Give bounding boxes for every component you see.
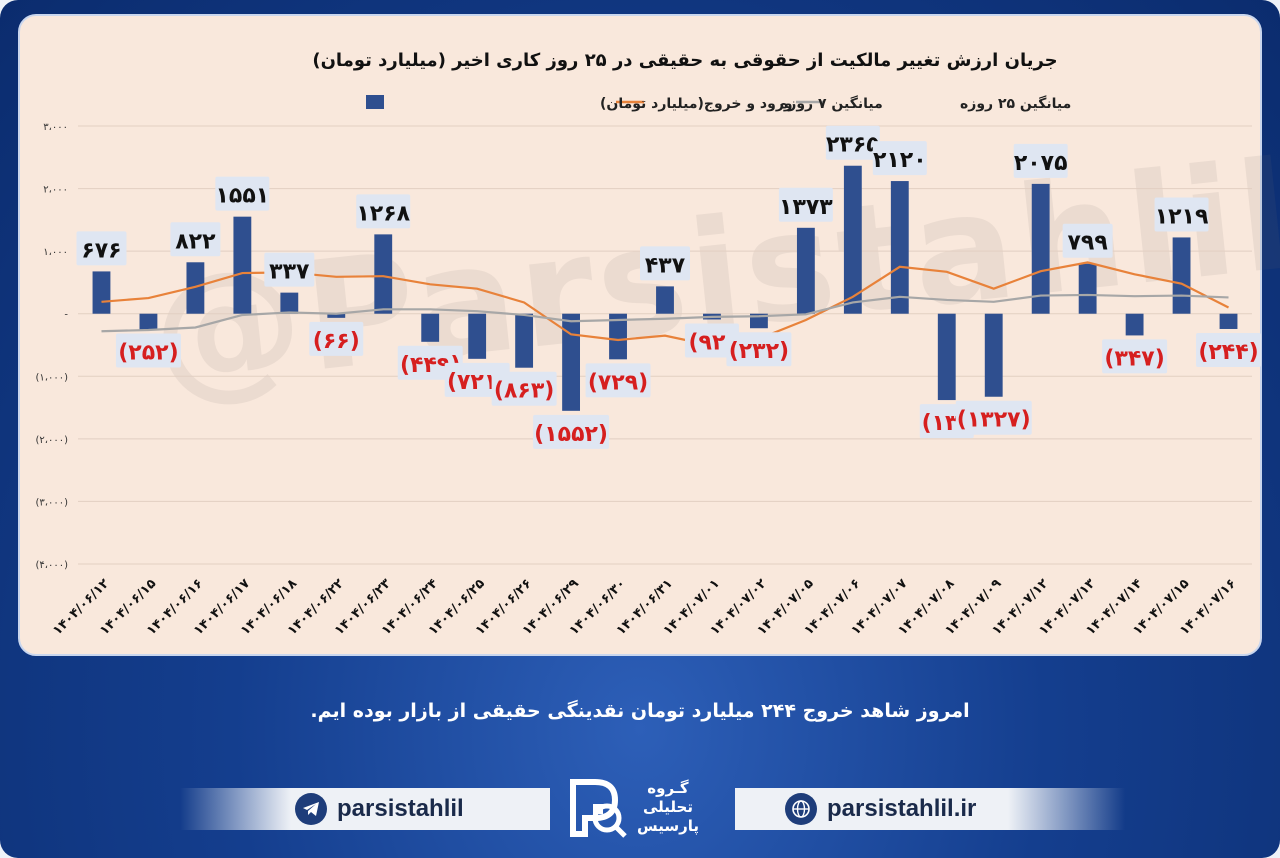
bar bbox=[796, 227, 815, 314]
data-label: (۲۴۴) bbox=[1198, 340, 1258, 365]
data-label-box bbox=[1154, 197, 1209, 232]
data-label: ۱۲۱۹ bbox=[1155, 204, 1209, 229]
bar bbox=[92, 271, 111, 314]
logo-text: گـروه تحلیلی پارسیس bbox=[637, 779, 699, 836]
data-label: ۸۲۲ bbox=[175, 229, 216, 254]
data-label: ۶۷۶ bbox=[81, 238, 121, 263]
data-label: ۱۲۶۸ bbox=[356, 201, 410, 226]
data-label-box bbox=[585, 363, 651, 398]
data-label: ۲۰۷۵ bbox=[1014, 151, 1068, 176]
data-label-box bbox=[356, 194, 411, 229]
data-label: ۳۳۷ bbox=[269, 260, 310, 285]
data-label-box bbox=[215, 176, 270, 211]
chart-title: جریان ارزش تغییر مالکیت از حقوقی به حقیق… bbox=[312, 50, 1057, 71]
data-label: (۲۵۲) bbox=[118, 340, 178, 365]
chart-card: @Parsistahlil جریان ارزش تغییر مالکیت از… bbox=[18, 14, 1280, 656]
y-tick-label: (۱،۰۰۰) bbox=[35, 372, 68, 383]
bar bbox=[374, 234, 393, 314]
data-label: ۷۹۹ bbox=[1067, 231, 1107, 256]
data-label: ۲۱۲۰ bbox=[873, 148, 927, 173]
globe-icon bbox=[785, 793, 817, 825]
logo-line-2: تحلیلی bbox=[642, 797, 693, 816]
legend-item: ورود و خروج(میلیارد تومان) bbox=[366, 95, 793, 112]
data-label-box bbox=[76, 231, 127, 266]
data-label-box bbox=[115, 333, 181, 368]
y-tick-label: (۲،۰۰۰) bbox=[35, 435, 68, 446]
data-label: (۲۳۲) bbox=[729, 339, 789, 364]
legend-swatch bbox=[366, 95, 384, 109]
data-label: (۱۳۲۷) bbox=[957, 408, 1031, 433]
telegram-icon bbox=[295, 793, 327, 825]
data-label: ۲۳۶۵ bbox=[826, 133, 880, 158]
bar bbox=[984, 313, 1003, 397]
data-label-box bbox=[726, 332, 792, 367]
website-url: parsistahlil.ir bbox=[827, 795, 977, 822]
data-label: (۷۲۹) bbox=[588, 370, 648, 395]
data-label-box bbox=[491, 371, 557, 406]
bar bbox=[1125, 313, 1144, 336]
telegram-link[interactable]: parsistahlil bbox=[295, 793, 464, 825]
bar bbox=[1078, 263, 1097, 314]
legend-item: میانگین ۷ روزه bbox=[616, 95, 883, 112]
data-label: ۱۳۷۳ bbox=[779, 195, 833, 220]
website-link[interactable]: parsistahlil.ir bbox=[785, 793, 976, 825]
legend-label: ورود و خروج(میلیارد تومان) bbox=[600, 96, 793, 112]
data-label: (۱۵۵۲) bbox=[534, 422, 608, 447]
data-label-box bbox=[1102, 339, 1168, 374]
data-label: (۸۶۳) bbox=[494, 379, 554, 404]
bar bbox=[1031, 183, 1050, 314]
y-tick-label: ۲،۰۰۰ bbox=[43, 185, 68, 196]
data-label-box bbox=[684, 323, 739, 358]
data-label-box bbox=[533, 414, 610, 449]
data-label-box bbox=[640, 246, 690, 281]
bar bbox=[562, 313, 581, 411]
data-label-box bbox=[1196, 332, 1262, 367]
data-label-box bbox=[955, 400, 1032, 435]
y-tick-label: ۳،۰۰۰ bbox=[43, 122, 68, 133]
data-label-box bbox=[309, 321, 364, 356]
data-label-box bbox=[170, 222, 221, 257]
chart: جریان ارزش تغییر مالکیت از حقوقی به حقیق… bbox=[35, 50, 1262, 638]
data-label: (۳۴۷) bbox=[1104, 346, 1164, 371]
data-label-box bbox=[872, 141, 927, 176]
bar bbox=[609, 313, 627, 360]
telegram-handle: parsistahlil bbox=[337, 795, 464, 822]
bar bbox=[233, 216, 252, 314]
data-label-box bbox=[1062, 223, 1113, 258]
bar bbox=[1219, 313, 1238, 329]
logo-mark-icon bbox=[563, 774, 629, 840]
data-label: ۴۳۷ bbox=[645, 253, 686, 278]
bar bbox=[843, 165, 862, 314]
data-label-box bbox=[825, 125, 880, 160]
bar bbox=[280, 292, 299, 314]
data-label-box bbox=[1013, 143, 1068, 178]
bar bbox=[515, 313, 534, 368]
bar bbox=[186, 262, 205, 314]
bar bbox=[139, 313, 158, 330]
data-label: (۶۶) bbox=[313, 329, 360, 354]
bar bbox=[468, 313, 487, 359]
logo-line-1: گـروه bbox=[647, 778, 689, 797]
data-label: ۱۵۵۱ bbox=[216, 184, 270, 209]
legend-label: میانگین ۲۵ روزه bbox=[960, 95, 1071, 112]
y-tick-label: (۳،۰۰۰) bbox=[35, 497, 68, 508]
series-line-25day bbox=[101, 293, 1229, 333]
bar bbox=[890, 181, 909, 314]
footer-message: امروز شاهد خروج ۲۴۴ میلیارد تومان نقدینگ… bbox=[310, 700, 970, 722]
bar bbox=[1172, 237, 1191, 314]
bar bbox=[421, 313, 440, 342]
legend-label: میانگین ۷ روزه bbox=[780, 95, 883, 112]
bar bbox=[327, 313, 346, 318]
brand-logo: گـروه تحلیلی پارسیس bbox=[563, 770, 723, 844]
data-label-box bbox=[264, 252, 315, 287]
data-label-box bbox=[778, 187, 833, 222]
legend-item: میانگین ۲۵ روزه bbox=[796, 95, 1071, 112]
bar bbox=[656, 286, 674, 314]
y-tick-label: (۴،۰۰۰) bbox=[35, 560, 68, 571]
logo-line-3: پارسیس bbox=[637, 816, 699, 835]
y-tick-label: - bbox=[64, 310, 68, 321]
telegram-band bbox=[180, 788, 550, 830]
y-tick-label: ۱،۰۰۰ bbox=[43, 247, 68, 258]
bar bbox=[937, 313, 956, 401]
